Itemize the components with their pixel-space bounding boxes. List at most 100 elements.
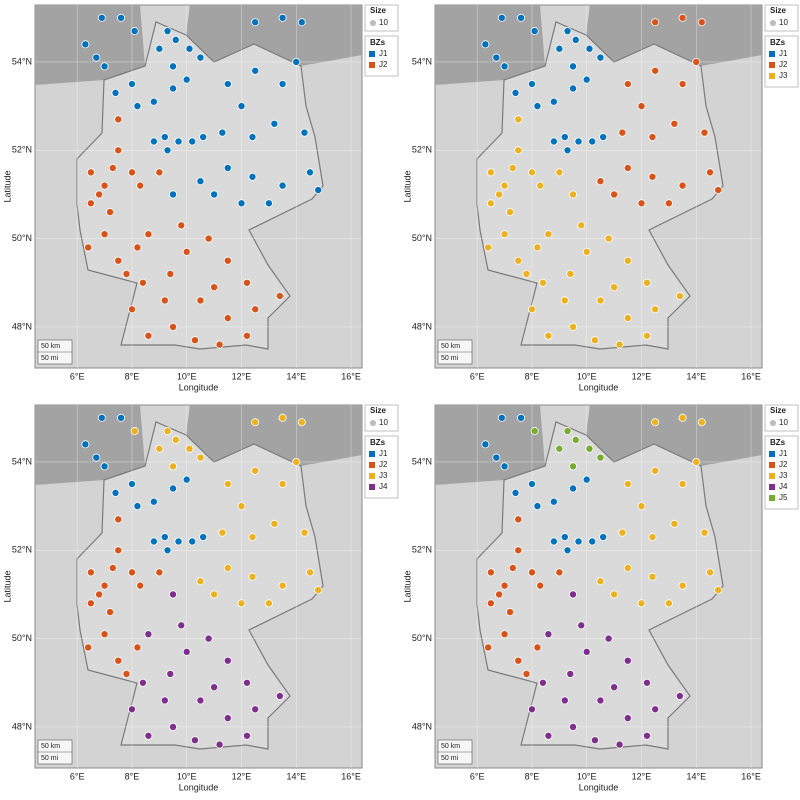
bidding-zone-point <box>566 269 575 278</box>
sea <box>435 405 545 485</box>
bidding-zone-point <box>610 590 619 599</box>
bidding-zone-point <box>588 537 597 546</box>
bidding-zone-point <box>642 278 651 287</box>
bidding-zone-point <box>163 146 172 155</box>
bidding-zone-point <box>615 340 624 349</box>
bidding-zone-point <box>169 722 178 731</box>
x-axis-label: Longitude <box>579 382 619 392</box>
sea <box>586 405 762 466</box>
bidding-zone-point <box>569 484 578 493</box>
bidding-zone-point <box>174 137 183 146</box>
bidding-zone-point <box>292 57 301 66</box>
legend-label: J3 <box>779 471 788 480</box>
bidding-zone-point <box>536 181 545 190</box>
sea <box>186 405 362 466</box>
bidding-zone-point <box>516 413 525 422</box>
bidding-zone-point <box>300 528 309 537</box>
bidding-zone-point <box>155 44 164 53</box>
scale-bar-label: 50 km <box>41 343 60 350</box>
bidding-zone-point <box>223 480 232 489</box>
bidding-zone-point <box>582 475 591 484</box>
bidding-zone-point <box>297 418 306 427</box>
legend-swatch <box>769 73 775 79</box>
bidding-zone-point <box>264 199 273 208</box>
bidding-zone-point <box>574 137 583 146</box>
bidding-zone-point <box>637 502 646 511</box>
bidding-zone-point <box>111 88 120 97</box>
bidding-zone-point <box>275 692 284 701</box>
bidding-zone-point <box>196 453 205 462</box>
bidding-zone-point <box>623 80 632 89</box>
bidding-zone-point <box>495 590 504 599</box>
legend-swatch <box>369 473 375 479</box>
legend-swatch <box>769 495 775 501</box>
legend-swatch <box>769 473 775 479</box>
bidding-zone-point <box>305 568 314 577</box>
bidding-zone-point <box>484 643 493 652</box>
bidding-zone-point <box>678 413 687 422</box>
legend-title: Size <box>370 406 387 415</box>
bidding-zone-point <box>223 80 232 89</box>
bidding-zone-point <box>651 18 660 27</box>
x-tick-label: 16°E <box>341 371 361 381</box>
x-tick-label: 8°E <box>125 371 140 381</box>
bidding-zone-point <box>218 128 227 137</box>
x-tick-label: 16°E <box>741 371 761 381</box>
bidding-zone-point <box>278 181 287 190</box>
bidding-zone-point <box>264 599 273 608</box>
bidding-zone-point <box>144 731 153 740</box>
bidding-zone-point <box>122 669 131 678</box>
bidding-zone-point <box>223 714 232 723</box>
bidding-zone-point <box>500 581 509 590</box>
y-tick-label: 50°N <box>12 233 32 243</box>
bidding-zone-point <box>555 568 564 577</box>
bidding-zone-point <box>242 331 251 340</box>
bidding-zone-point <box>204 634 213 643</box>
y-tick-label: 54°N <box>12 456 32 466</box>
legend-label: J2 <box>779 60 788 69</box>
bidding-zone-point <box>623 714 632 723</box>
bidding-zone-point <box>144 230 153 239</box>
legend-box <box>364 4 399 32</box>
bidding-zone-point <box>599 133 608 142</box>
bidding-zone-point <box>527 80 536 89</box>
bidding-zone-point <box>116 13 125 22</box>
bidding-zone-point <box>166 269 175 278</box>
bidding-zone-point <box>215 740 224 749</box>
bidding-zone-point <box>100 462 109 471</box>
bidding-zone-point <box>127 480 136 489</box>
legend-label: J2 <box>779 460 788 469</box>
bidding-zone-point <box>149 537 158 546</box>
bidding-zone-point <box>700 528 709 537</box>
y-tick-label: 54°N <box>12 56 32 66</box>
bidding-zone-point <box>618 528 627 537</box>
scale-bar-label: 50 km <box>441 743 460 750</box>
bidding-zone-point <box>95 590 104 599</box>
x-tick-label: 10°E <box>577 371 597 381</box>
bidding-zone-point <box>182 75 191 84</box>
x-tick-label: 8°E <box>525 771 540 781</box>
bidding-zone-point <box>642 678 651 687</box>
bidding-zone-point <box>100 630 109 639</box>
bidding-zone-point <box>596 296 605 305</box>
bidding-zone-point <box>155 444 164 453</box>
bidding-zone-point <box>615 740 624 749</box>
bidding-zone-point <box>538 678 547 687</box>
legend-swatch <box>769 62 775 68</box>
bidding-zone-point <box>516 13 525 22</box>
bidding-zone-point <box>210 190 219 199</box>
bidding-zone-point <box>160 296 169 305</box>
legend-box <box>764 4 799 32</box>
legend-label: J1 <box>779 49 788 58</box>
sea <box>435 5 545 85</box>
bidding-zone-point <box>160 133 169 142</box>
bidding-zone-point <box>106 608 115 617</box>
legend-swatch <box>369 462 375 468</box>
bidding-zone-point <box>114 656 123 665</box>
bidding-zone-point <box>149 497 158 506</box>
bidding-zone-point <box>527 168 536 177</box>
legend-box <box>364 404 399 432</box>
legend-label: J1 <box>379 49 388 58</box>
bidding-zone-point <box>574 537 583 546</box>
